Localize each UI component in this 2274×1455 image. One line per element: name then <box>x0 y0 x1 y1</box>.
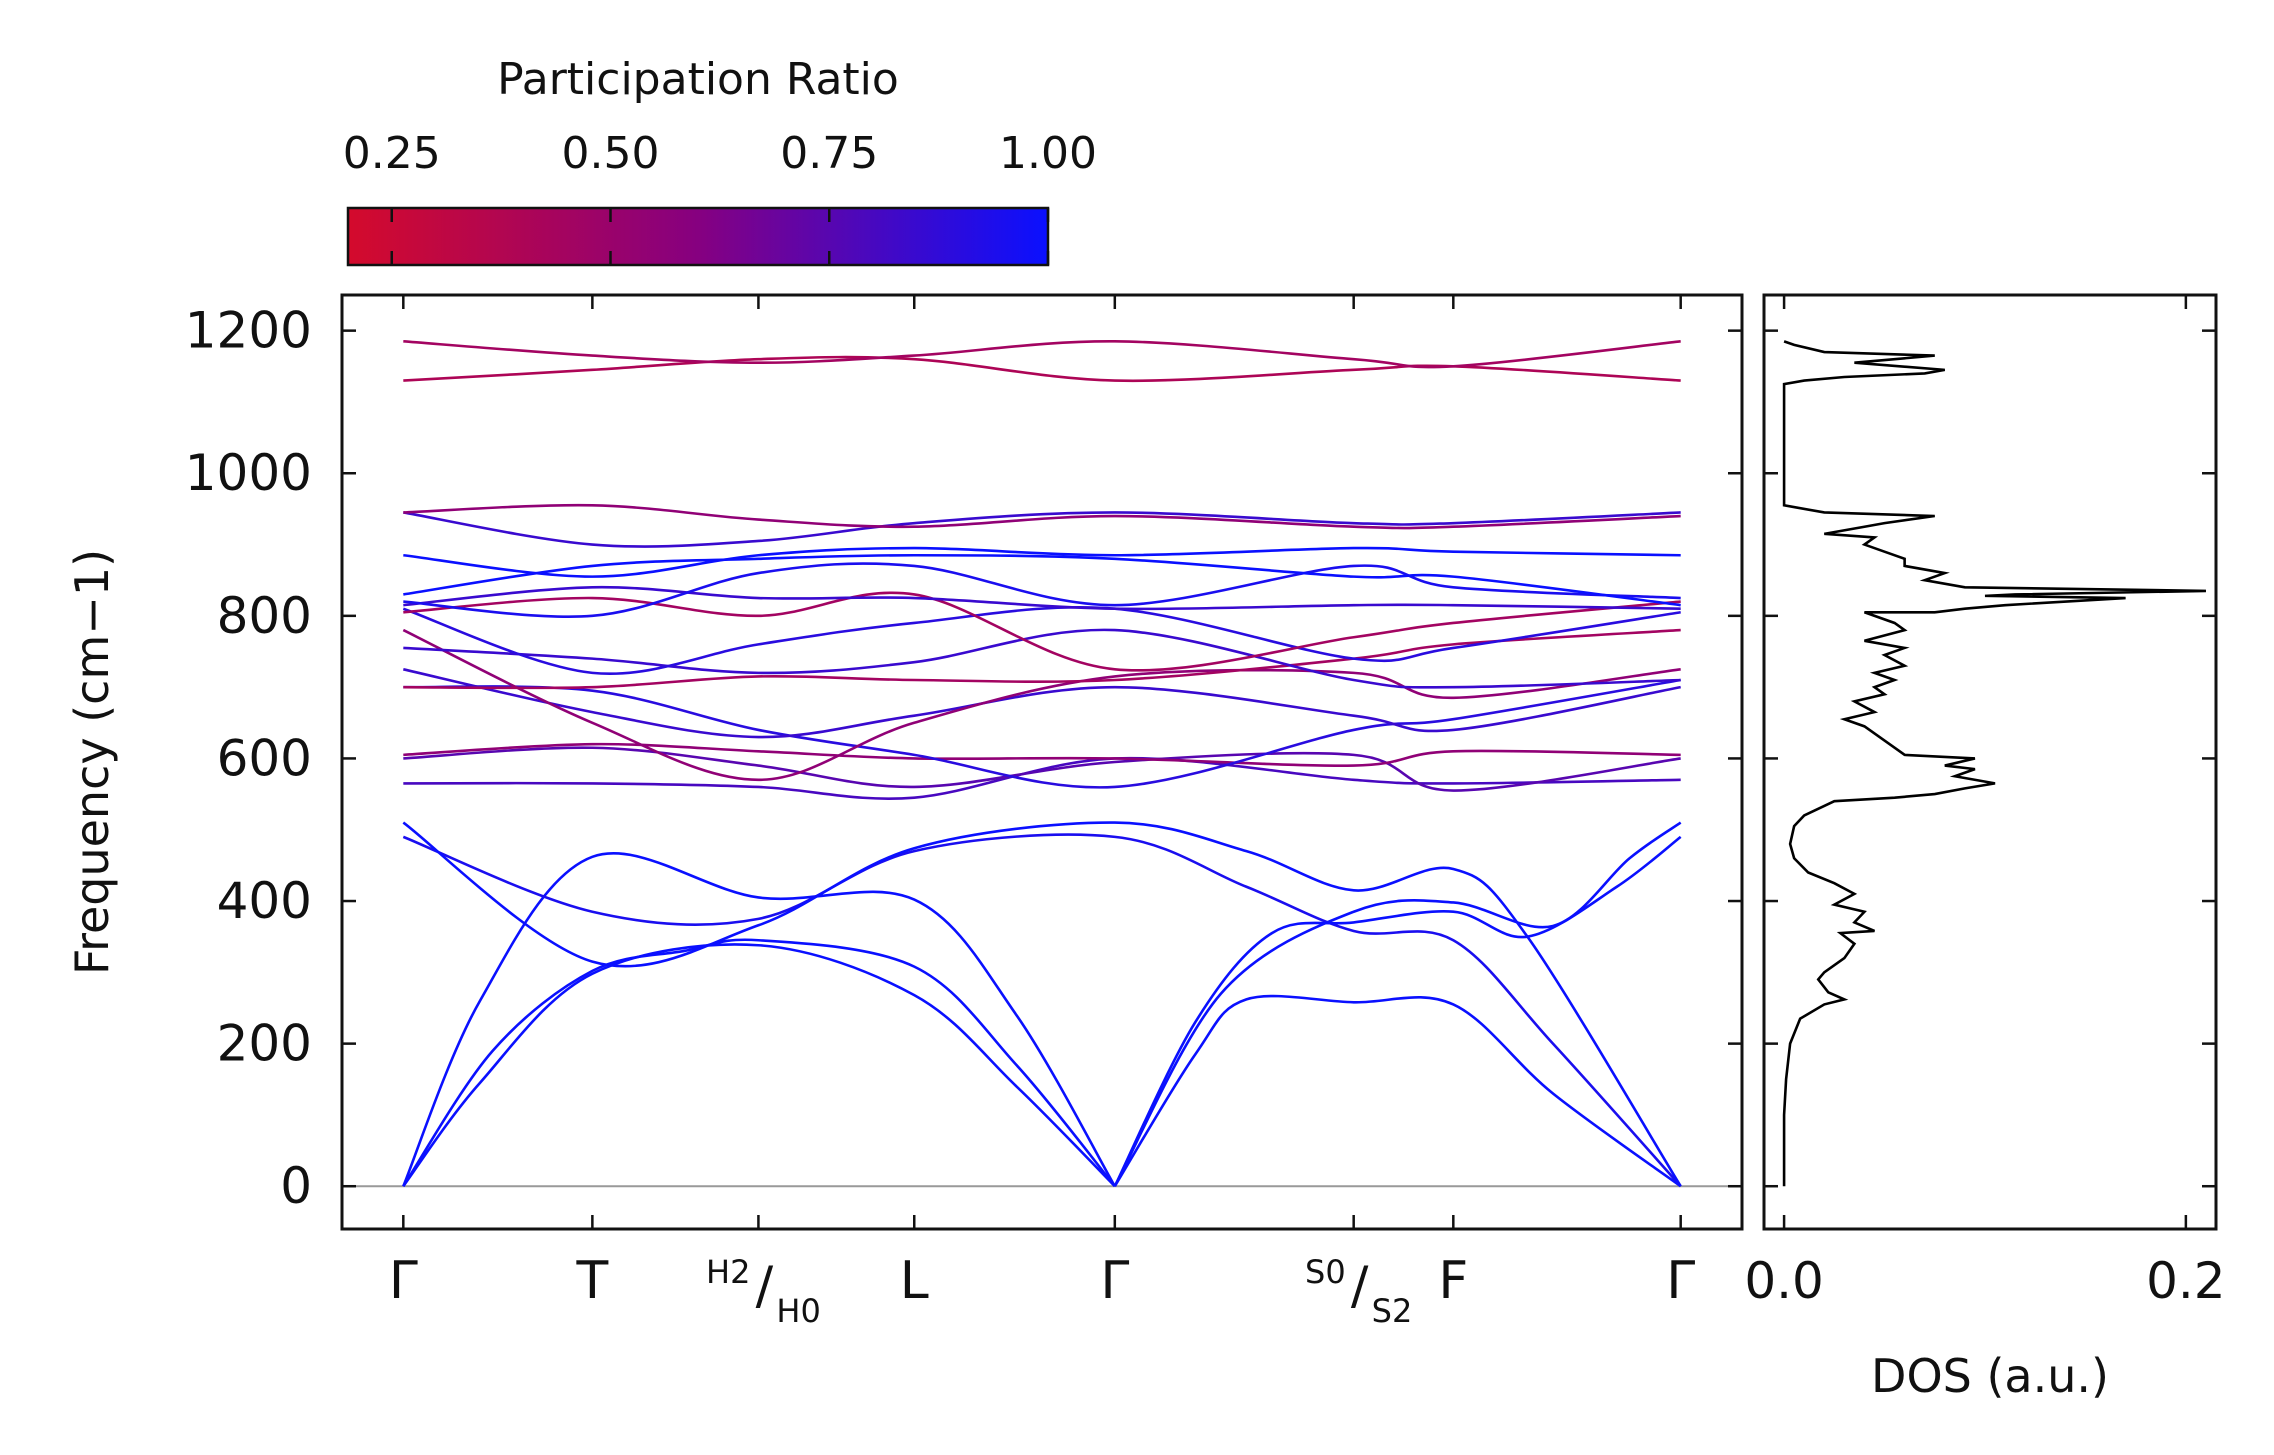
band-line <box>1113 835 1682 1187</box>
band-line <box>403 511 1681 548</box>
dos-curve <box>1782 340 2206 1187</box>
band-line <box>403 742 1681 767</box>
band-line <box>403 678 1681 789</box>
band-line <box>403 628 1681 689</box>
y-tick-label: 0 <box>280 1157 312 1215</box>
x-tick-label: Γ <box>1100 1251 1129 1311</box>
colorbar-tick-label: 0.75 <box>780 128 878 179</box>
dos-x-tick-label: 0.2 <box>2146 1252 2226 1310</box>
y-tick-label: 600 <box>217 729 312 787</box>
dos-frame <box>1762 293 2218 1231</box>
y-tick-label: 1000 <box>185 444 312 502</box>
band-line <box>403 591 1681 672</box>
y-axis-label: Frequency (cm−1) <box>65 549 119 975</box>
x-tick-label: Γ <box>1666 1251 1695 1311</box>
band-line <box>403 546 1681 578</box>
y-tick-label: 1200 <box>185 302 312 360</box>
colorbar-tick-label: 0.50 <box>562 128 660 179</box>
x-tick-label-split: H2/H0 <box>706 1253 821 1330</box>
band-line <box>402 833 1682 1188</box>
y-tick-label: 200 <box>217 1015 312 1073</box>
band-line <box>402 628 1681 782</box>
y-tick-label: 800 <box>217 587 312 645</box>
band-line <box>403 756 1681 800</box>
band-line <box>402 938 1116 1188</box>
band-line <box>403 562 1681 618</box>
x-tick-label: Γ <box>389 1251 418 1311</box>
dos-axes: 0.0 0.2 DOS (a.u.) <box>1744 293 2226 1403</box>
x-tick-label-slash: / <box>756 1256 774 1316</box>
x-tick-label-top: H2 <box>706 1253 750 1291</box>
band-line <box>403 340 1681 369</box>
colorbar-gradient <box>346 206 1050 267</box>
band-line <box>402 851 1116 1187</box>
band-lines <box>402 340 1682 1188</box>
band-line <box>1113 994 1682 1188</box>
band-line <box>403 668 1681 739</box>
band-line <box>403 628 1681 690</box>
colorbar-label: Participation Ratio <box>497 54 899 105</box>
x-tick-label: F <box>1438 1251 1468 1311</box>
band-line <box>1113 821 1682 1187</box>
band-line <box>403 553 1681 607</box>
colorbar-tick-label: 1.00 <box>999 128 1097 179</box>
colorbar: Participation Ratio 0.25 0.50 0.75 1.00 <box>343 54 1097 267</box>
x-tick-label-split: S0/S2 <box>1305 1253 1412 1330</box>
dos-x-tick-label: 0.0 <box>1744 1252 1824 1310</box>
x-tick-label: T <box>575 1251 608 1311</box>
colorbar-tick-label: 0.25 <box>343 128 441 179</box>
x-tick-label: L <box>900 1251 929 1311</box>
x-tick-label-bottom: S2 <box>1372 1292 1413 1330</box>
band-line <box>403 503 1681 530</box>
y-tick-label: 400 <box>217 872 312 930</box>
dos-x-axis-label: DOS (a.u.) <box>1871 1349 2109 1403</box>
x-tick-label-bottom: H0 <box>776 1292 820 1330</box>
band-line <box>403 585 1681 611</box>
band-structure-frame <box>340 293 1744 1231</box>
x-tick-label-top: S0 <box>1305 1253 1346 1291</box>
x-tick-label-slash: / <box>1351 1256 1369 1316</box>
band-line <box>403 355 1681 383</box>
band-line <box>402 821 1682 1187</box>
band-line <box>402 943 1116 1188</box>
band-line <box>403 746 1681 792</box>
band-line <box>402 606 1681 675</box>
